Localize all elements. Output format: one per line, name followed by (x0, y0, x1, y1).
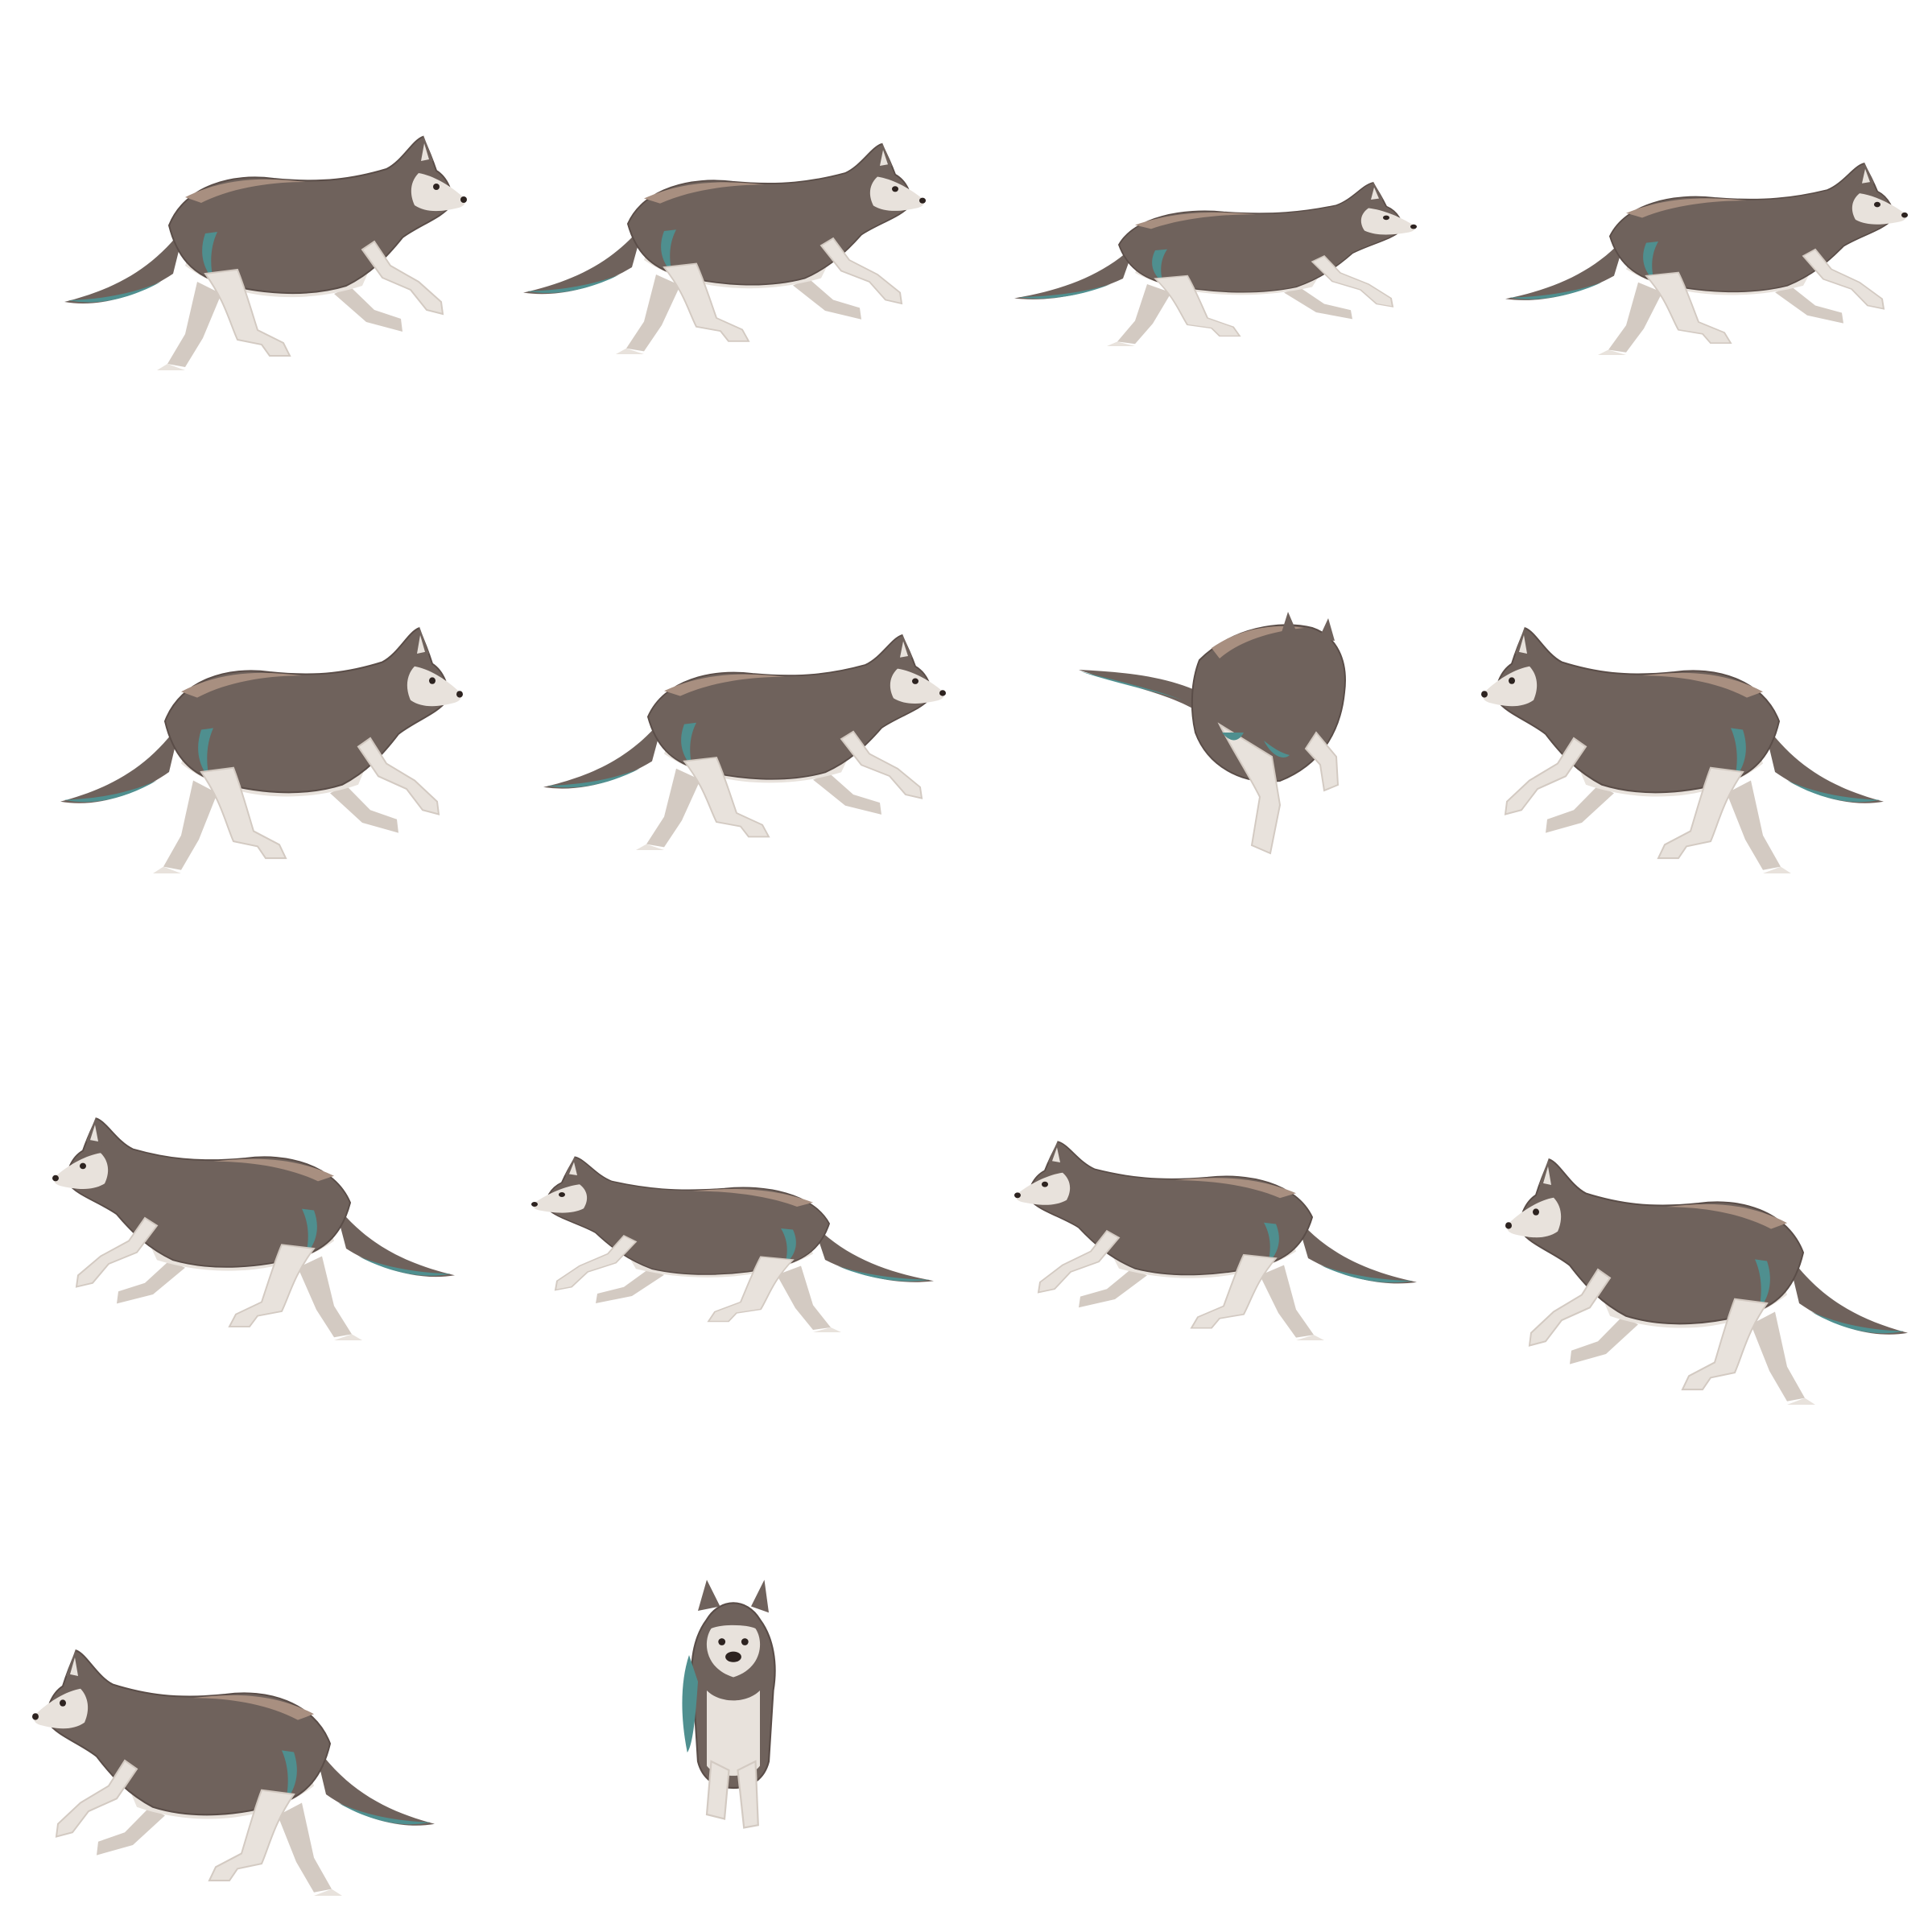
frame-11 (1013, 1139, 1418, 1341)
frame-8 (1480, 625, 1885, 875)
frame-9 (52, 1116, 456, 1341)
frame-7 (1078, 611, 1346, 854)
frame-3 (1013, 180, 1418, 347)
frame-6 (543, 633, 947, 851)
frame-14 (681, 1579, 776, 1829)
frame-13 (31, 1648, 436, 1897)
frame-12 (1504, 1157, 1909, 1406)
frame-2 (522, 142, 927, 355)
frame-10 (530, 1155, 935, 1333)
frame-5 (59, 625, 464, 875)
frame-4 (1505, 161, 1909, 356)
frame-1 (64, 134, 468, 371)
